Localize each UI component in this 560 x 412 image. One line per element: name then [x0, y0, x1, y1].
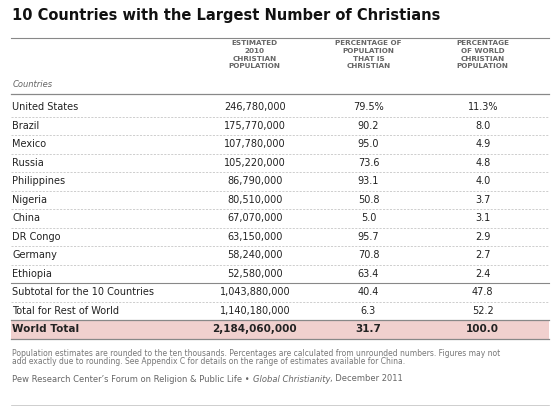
- Text: 93.1: 93.1: [358, 176, 379, 186]
- Text: 63.4: 63.4: [358, 269, 379, 279]
- Text: China: China: [12, 213, 40, 223]
- Text: 11.3%: 11.3%: [468, 102, 498, 112]
- Text: DR Congo: DR Congo: [12, 232, 61, 242]
- Text: 3.1: 3.1: [475, 213, 491, 223]
- Text: Population estimates are rounded to the ten thousands. Percentages are calculate: Population estimates are rounded to the …: [12, 349, 501, 358]
- Text: 1,043,880,000: 1,043,880,000: [220, 287, 290, 297]
- Text: Brazil: Brazil: [12, 121, 40, 131]
- Text: 2.9: 2.9: [475, 232, 491, 242]
- Text: PERCENTAGE OF
POPULATION
THAT IS
CHRISTIAN: PERCENTAGE OF POPULATION THAT IS CHRISTI…: [335, 40, 402, 69]
- Text: 4.0: 4.0: [475, 176, 491, 186]
- Bar: [11, 320, 549, 339]
- Text: 175,770,000: 175,770,000: [224, 121, 286, 131]
- Text: 67,070,000: 67,070,000: [227, 213, 283, 223]
- Text: 95.7: 95.7: [358, 232, 379, 242]
- Text: Total for Rest of World: Total for Rest of World: [12, 306, 119, 316]
- Text: 1,140,180,000: 1,140,180,000: [220, 306, 290, 316]
- Text: 105,220,000: 105,220,000: [224, 158, 286, 168]
- Text: 100.0: 100.0: [466, 324, 499, 334]
- Text: 86,790,000: 86,790,000: [227, 176, 282, 186]
- Text: 31.7: 31.7: [356, 324, 381, 334]
- Text: 2.7: 2.7: [475, 250, 491, 260]
- Text: Mexico: Mexico: [12, 139, 46, 149]
- Text: 52,580,000: 52,580,000: [227, 269, 283, 279]
- Text: Countries: Countries: [12, 80, 53, 89]
- Text: World Total: World Total: [12, 324, 80, 334]
- Text: 107,780,000: 107,780,000: [224, 139, 286, 149]
- Text: 95.0: 95.0: [358, 139, 379, 149]
- Text: 4.8: 4.8: [475, 158, 491, 168]
- Text: 63,150,000: 63,150,000: [227, 232, 282, 242]
- Text: 40.4: 40.4: [358, 287, 379, 297]
- Text: 52.2: 52.2: [472, 306, 493, 316]
- Text: PERCENTAGE
OF WORLD
CHRISTIAN
POPULATION: PERCENTAGE OF WORLD CHRISTIAN POPULATION: [456, 40, 509, 69]
- Text: 246,780,000: 246,780,000: [224, 102, 286, 112]
- Text: 80,510,000: 80,510,000: [227, 195, 282, 205]
- Text: 6.3: 6.3: [361, 306, 376, 316]
- Text: ESTIMATED
2010
CHRISTIAN
POPULATION: ESTIMATED 2010 CHRISTIAN POPULATION: [229, 40, 281, 69]
- Text: 73.6: 73.6: [358, 158, 379, 168]
- Text: Subtotal for the 10 Countries: Subtotal for the 10 Countries: [12, 287, 155, 297]
- Text: 47.8: 47.8: [472, 287, 493, 297]
- Text: 10 Countries with the Largest Number of Christians: 10 Countries with the Largest Number of …: [12, 8, 441, 23]
- Text: add exactly due to rounding. See Appendix C for details on the range of estimate: add exactly due to rounding. See Appendi…: [12, 358, 405, 367]
- Text: Global Christianity: Global Christianity: [253, 375, 330, 384]
- Text: Russia: Russia: [12, 158, 44, 168]
- Text: , December 2011: , December 2011: [330, 375, 403, 384]
- Text: United States: United States: [12, 102, 78, 112]
- Text: 79.5%: 79.5%: [353, 102, 384, 112]
- Text: Ethiopia: Ethiopia: [12, 269, 52, 279]
- Text: 4.9: 4.9: [475, 139, 491, 149]
- Text: 2,184,060,000: 2,184,060,000: [212, 324, 297, 334]
- Text: 90.2: 90.2: [358, 121, 379, 131]
- Text: Pew Research Center’s Forum on Religion & Public Life •: Pew Research Center’s Forum on Religion …: [12, 375, 253, 384]
- Text: 8.0: 8.0: [475, 121, 491, 131]
- Text: 2.4: 2.4: [475, 269, 491, 279]
- Text: 3.7: 3.7: [475, 195, 491, 205]
- Text: Philippines: Philippines: [12, 176, 66, 186]
- Text: 58,240,000: 58,240,000: [227, 250, 283, 260]
- Text: 70.8: 70.8: [358, 250, 379, 260]
- Text: Germany: Germany: [12, 250, 57, 260]
- Text: 5.0: 5.0: [361, 213, 376, 223]
- Text: 50.8: 50.8: [358, 195, 379, 205]
- Text: Nigeria: Nigeria: [12, 195, 47, 205]
